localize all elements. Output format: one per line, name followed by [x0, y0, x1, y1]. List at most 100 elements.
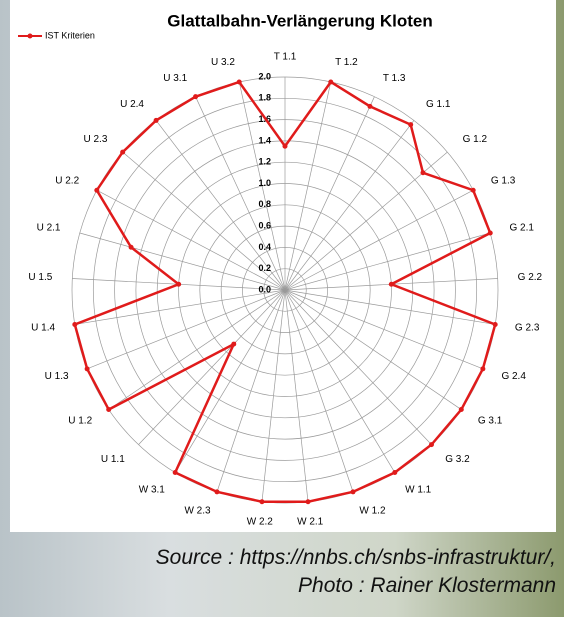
- y-tick-label: 0.0: [258, 284, 271, 294]
- chart-panel: [10, 0, 556, 532]
- spoke: [155, 120, 286, 291]
- spoke: [284, 289, 496, 325]
- category-label: U 1.3: [45, 371, 69, 382]
- spoke: [122, 151, 286, 291]
- series-marker: [420, 170, 426, 176]
- series-marker: [176, 281, 182, 287]
- source-caption: Source : https://nnbs.ch/snbs-infrastruk…: [155, 546, 556, 569]
- spoke: [79, 232, 286, 291]
- chart: Glattalbahn-Verlängerung Kloten 0.0 0.2 0.…: [10, 0, 556, 532]
- series-marker: [172, 470, 178, 476]
- category-label: T 1.2: [335, 57, 358, 68]
- spoke: [284, 289, 309, 502]
- series-marker: [94, 187, 100, 193]
- category-label: G 1.1: [426, 99, 451, 110]
- category-label: T 1.3: [383, 73, 406, 84]
- legend-label: IST Kriterien: [45, 30, 95, 40]
- spoke: [261, 289, 286, 502]
- spoke: [284, 81, 332, 291]
- series-marker: [282, 143, 288, 149]
- spoke: [216, 289, 286, 492]
- chart-title: Glattalbahn-Verlängerung Kloten: [167, 11, 432, 30]
- series-marker: [84, 366, 90, 372]
- category-label: U 3.2: [211, 57, 235, 68]
- spoke: [238, 81, 286, 291]
- spoke: [284, 189, 474, 291]
- category-label: U 2.1: [37, 222, 61, 233]
- category-label: U 2.2: [55, 176, 79, 187]
- series-marker: [120, 149, 126, 155]
- spoke: [86, 289, 286, 370]
- series-marker: [480, 366, 486, 372]
- series-marker: [367, 103, 373, 109]
- series-marker: [350, 489, 356, 495]
- category-label: U 2.3: [84, 134, 108, 145]
- series-marker: [72, 321, 78, 327]
- series-marker: [458, 407, 464, 413]
- spoke: [284, 289, 396, 473]
- category-label: W 1.1: [405, 484, 432, 495]
- y-tick-label: 1.2: [258, 157, 271, 167]
- category-label: G 2.1: [510, 222, 535, 233]
- y-tick-label: 2.0: [258, 71, 271, 81]
- series-marker: [428, 442, 434, 448]
- category-label: G 2.4: [501, 371, 526, 382]
- category-label: U 1.2: [68, 415, 92, 426]
- category-label: W 1.2: [359, 505, 386, 516]
- series-marker: [408, 122, 414, 128]
- y-tick-label: 0.8: [258, 199, 271, 209]
- spoke: [284, 232, 491, 291]
- category-label: G 1.2: [463, 134, 488, 145]
- series-marker: [193, 94, 199, 100]
- series-marker: [214, 489, 220, 495]
- series-marker: [106, 407, 112, 413]
- spoke: [284, 289, 484, 370]
- series-marker: [236, 79, 242, 85]
- y-tick-label: 1.0: [258, 178, 271, 188]
- category-label: T 1.1: [274, 52, 297, 63]
- spoke: [284, 289, 462, 410]
- spoke: [174, 289, 286, 473]
- series-marker: [487, 230, 493, 236]
- series-marker: [492, 321, 498, 327]
- category-label: W 2.1: [297, 516, 324, 527]
- category-label: G 2.2: [518, 272, 543, 283]
- spoke: [284, 96, 375, 291]
- spoke: [284, 151, 448, 291]
- series-marker: [153, 117, 159, 123]
- y-tick-label: 0.4: [258, 242, 271, 252]
- series-line: [73, 80, 497, 504]
- spoke: [284, 289, 354, 492]
- spoke: [74, 289, 286, 325]
- category-label: W 3.1: [139, 484, 166, 495]
- category-label: G 3.2: [445, 454, 470, 465]
- y-tick-label: 1.4: [258, 135, 271, 145]
- y-tick-label: 1.8: [258, 93, 271, 103]
- category-label: U 1.5: [28, 272, 52, 283]
- series-marker: [392, 470, 398, 476]
- spoke: [284, 120, 415, 291]
- category-label: U 2.4: [120, 99, 144, 110]
- photo-caption: Photo : Rainer Klostermann: [298, 574, 556, 597]
- series-marker: [328, 79, 334, 85]
- series-marker: [470, 187, 476, 193]
- category-label: G 1.3: [491, 176, 516, 187]
- category-label: W 2.3: [184, 505, 211, 516]
- category-label: G 2.3: [515, 322, 540, 333]
- category-label: W 2.2: [247, 516, 274, 527]
- spoke: [108, 289, 286, 410]
- series-marker: [388, 281, 394, 287]
- category-label: U 1.4: [31, 322, 55, 333]
- series-marker: [231, 341, 237, 347]
- category-label: U 1.1: [101, 454, 125, 465]
- spoke: [138, 289, 286, 445]
- series-marker: [259, 499, 265, 505]
- spoke: [195, 96, 286, 291]
- category-label: G 3.1: [478, 415, 503, 426]
- y-tick-label: 0.2: [258, 263, 271, 273]
- series-marker: [305, 499, 311, 505]
- y-tick-label: 0.6: [258, 220, 271, 230]
- legend-marker: [27, 33, 33, 39]
- spoke: [96, 189, 286, 291]
